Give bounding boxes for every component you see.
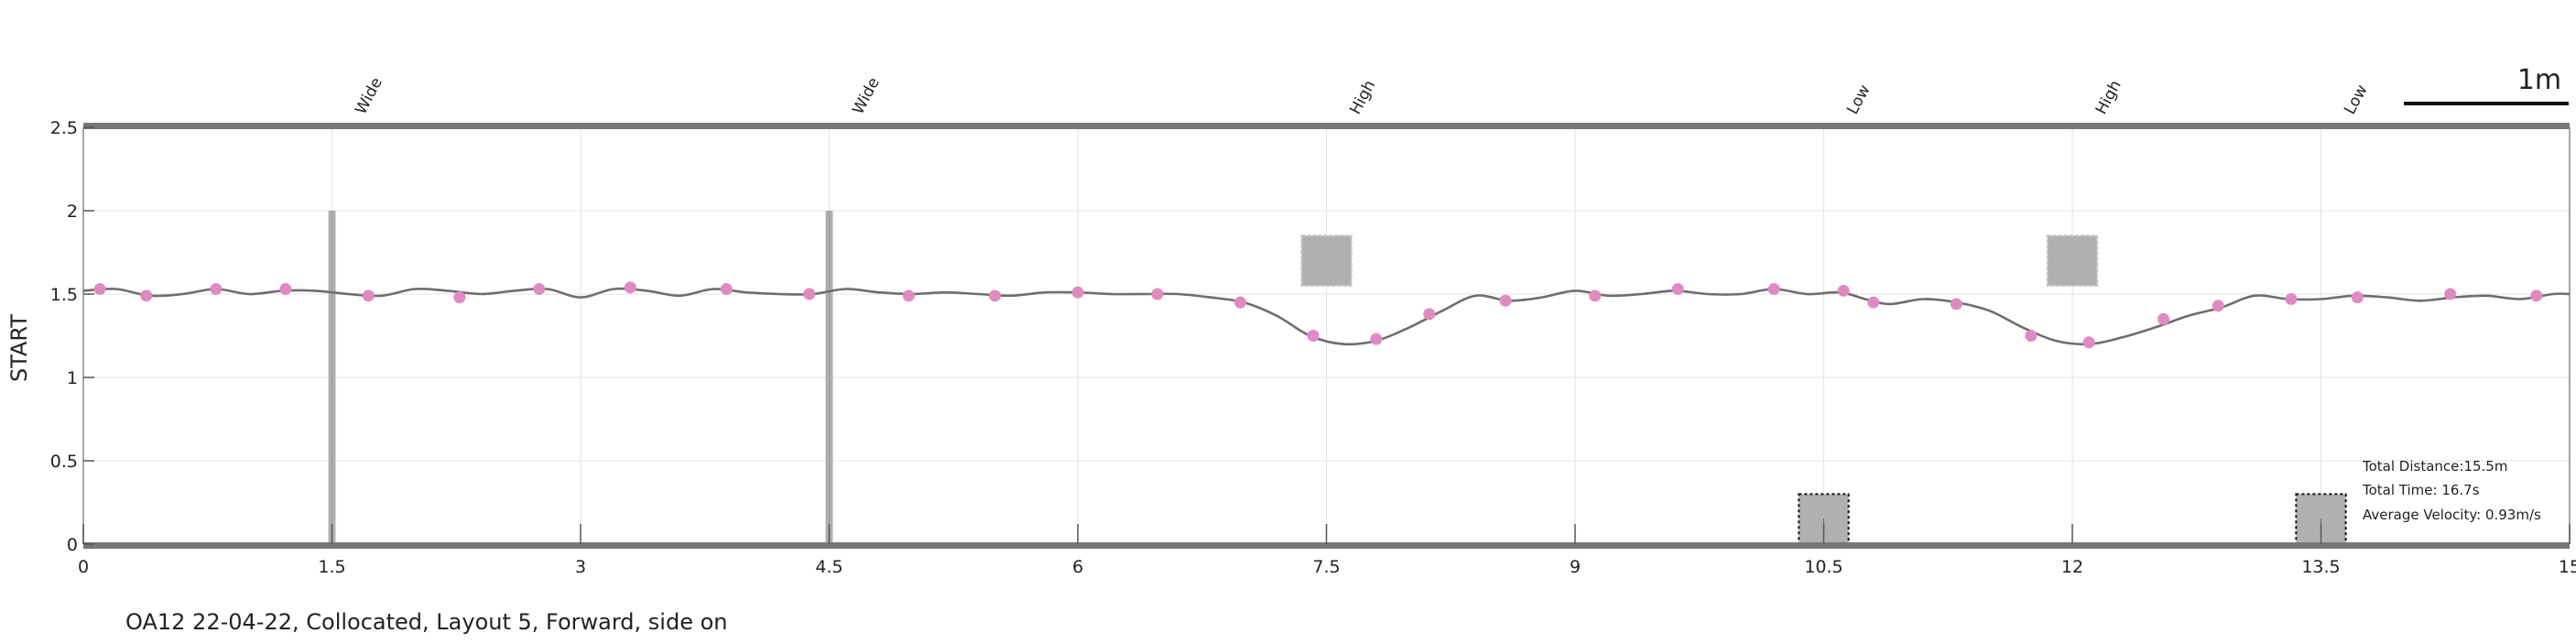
trajectory-point <box>2285 292 2298 305</box>
trajectory-point <box>210 283 223 296</box>
bottom-axis-bar <box>83 542 2570 549</box>
y-tick-label: 0.5 <box>50 452 78 472</box>
stats-box: Total Distance:15.5m Total Time: 16.7s A… <box>2362 458 2541 523</box>
stats-velocity: Average Velocity: 0.93m/s <box>2363 507 2541 523</box>
x-tick-label: 10.5 <box>1804 557 1842 577</box>
scale-bar: 1m <box>2404 64 2569 105</box>
chart-caption: OA12 22-04-22, Collocated, Layout 5, For… <box>125 609 728 635</box>
trajectory-point <box>720 283 733 296</box>
trajectory-point <box>1370 333 1383 345</box>
trajectory-point <box>533 283 546 296</box>
x-tick-label: 9 <box>1570 557 1581 577</box>
y-tick-label: 2 <box>67 202 78 222</box>
axes <box>82 123 2571 549</box>
top-axis-bar <box>83 123 2570 129</box>
x-tick-label: 7.5 <box>1312 557 1340 577</box>
y-tick-label: 0 <box>67 535 78 555</box>
x-tick-label: 12 <box>2061 557 2083 577</box>
trajectory-point <box>1071 286 1084 299</box>
trajectory-point <box>140 289 153 302</box>
x-tick-label: 4.5 <box>815 557 842 577</box>
trajectory-point <box>2351 291 2364 304</box>
obstacle-label: High <box>2092 77 2125 117</box>
obstacle-label: Low <box>1843 82 1874 117</box>
trajectory-point <box>1767 283 1780 296</box>
y-axis-label: START <box>6 314 32 382</box>
x-tick-label: 15 <box>2559 557 2576 577</box>
trajectory-point <box>1307 330 1320 342</box>
x-tick-label: 3 <box>575 557 586 577</box>
trajectory-point <box>624 281 636 294</box>
obstacle-label: High <box>1346 77 1379 117</box>
grid-lines <box>82 126 2571 545</box>
obstacle-high <box>2046 235 2099 287</box>
trajectory-point <box>1423 308 1436 321</box>
trajectory-point <box>362 289 375 302</box>
x-tick-label: 1.5 <box>318 557 345 577</box>
trajectory-point <box>1950 298 1962 311</box>
trajectory-point <box>1151 288 1164 300</box>
x-tick-label: 13.5 <box>2301 557 2340 577</box>
stats-time: Total Time: 16.7s <box>2362 482 2480 498</box>
trajectory-points <box>93 281 2543 349</box>
trajectory-point <box>989 289 1001 302</box>
tick-labels: 0 1.5 3 4.5 6 7.5 9 10.5 12 13.5 15 0 0.5 1 1.5 2 2.5 <box>50 118 2576 577</box>
x-tick-label: 0 <box>78 557 89 577</box>
scale-bar-label: 1m <box>2517 64 2561 96</box>
obstacle-label: Wide <box>352 75 386 118</box>
x-tick-label: 6 <box>1072 557 1083 577</box>
trajectory-point <box>93 283 106 296</box>
trajectory-point <box>1499 294 1512 307</box>
trajectory-point <box>803 288 816 300</box>
trajectory-point <box>2212 300 2224 312</box>
trajectory-point <box>2444 288 2457 300</box>
trajectory-point <box>453 291 466 304</box>
obstacles <box>328 211 2347 546</box>
obstacle-high <box>1300 235 1353 287</box>
obstacle-label: Wide <box>849 75 884 118</box>
y-tick-label: 2.5 <box>50 118 78 138</box>
trajectory-point <box>1837 284 1850 297</box>
y-tick-label: 1 <box>67 368 78 388</box>
y-tick-label: 1.5 <box>50 285 78 305</box>
trajectory-point <box>1234 296 1246 309</box>
obstacle-labels: Wide Wide High Low High Low <box>352 75 2371 118</box>
trajectory-point <box>1671 283 1684 296</box>
trajectory-point <box>2158 312 2170 325</box>
trajectory-point <box>902 289 915 302</box>
trajectory-point <box>2530 289 2543 302</box>
trajectory-point <box>279 283 292 296</box>
stats-distance: Total Distance:15.5m <box>2362 458 2507 475</box>
trajectory-point <box>2025 330 2038 342</box>
trajectory-point <box>1867 296 1880 309</box>
obstacle-label: Low <box>2341 82 2371 117</box>
trajectory-point <box>1589 289 1602 302</box>
trajectory-point <box>2082 336 2095 349</box>
